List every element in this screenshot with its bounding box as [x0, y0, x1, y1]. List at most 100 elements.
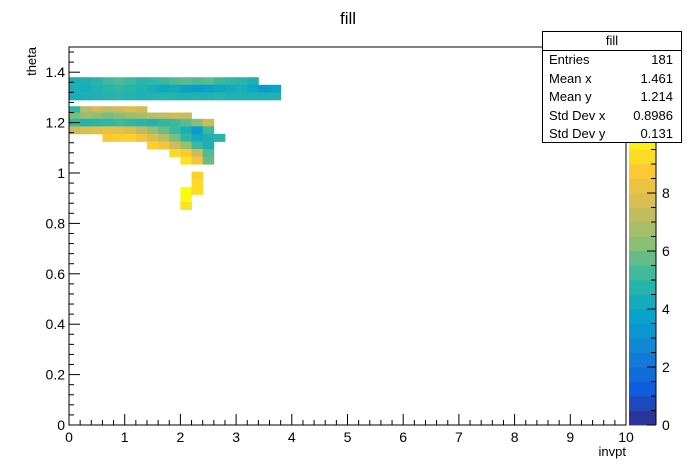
- x-tick-label: 1: [121, 429, 129, 445]
- heatmap-cell: [180, 186, 192, 195]
- colorbar-tick-label: 2: [662, 359, 670, 375]
- heatmap-cell: [69, 126, 81, 135]
- colorbar-segment: [629, 251, 656, 266]
- heatmap-cell: [158, 141, 170, 150]
- colorbar-segment: [629, 323, 656, 339]
- colorbar-segment: [629, 352, 656, 368]
- heatmap-cell: [202, 126, 215, 135]
- heatmap-cell: [191, 84, 204, 93]
- heatmap-cell: [158, 92, 170, 101]
- heatmap-cell: [180, 84, 192, 93]
- chart-title: fill: [340, 9, 356, 28]
- y-tick-label: 0.6: [46, 266, 66, 282]
- heatmap-cell: [191, 171, 204, 180]
- heatmap-cell: [102, 84, 114, 93]
- heatmap-cell: [124, 118, 137, 127]
- heatmap-cell: [224, 77, 237, 86]
- heatmap-cell: [113, 133, 126, 142]
- stats-row-mean-x: Mean x 1.461: [543, 70, 681, 89]
- stats-label: Entries: [549, 52, 590, 67]
- y-tick-label: 0.4: [46, 316, 66, 332]
- x-tick-label: 6: [399, 429, 407, 445]
- colorbar-tick-label: 0: [662, 417, 670, 433]
- heatmap-cell: [80, 77, 92, 86]
- heatmap-cell: [102, 92, 114, 101]
- stats-label: Std Dev x: [549, 107, 606, 123]
- heatmap-cell: [169, 126, 181, 135]
- heatmap-cell: [224, 92, 237, 101]
- heatmap-cell: [180, 149, 192, 158]
- heatmap-cell: [191, 186, 204, 195]
- heatmap-cell: [135, 112, 148, 121]
- heatmap-cell: [169, 141, 181, 150]
- stats-label: Mean x: [549, 70, 592, 86]
- heatmap-cell: [124, 77, 137, 86]
- stats-row-std-dev-y: Std Dev y 0.131: [543, 125, 681, 144]
- colorbar-tick-label: 4: [662, 301, 670, 317]
- stats-title: fill: [543, 32, 681, 51]
- heatmap-cell: [113, 84, 126, 93]
- heatmap-cell: [202, 149, 215, 158]
- heatmap-cell: [91, 92, 103, 101]
- heatmap-cells: [69, 77, 282, 210]
- heatmap-cell: [202, 118, 215, 127]
- heatmap-cell: [180, 141, 192, 150]
- heatmap-cell: [124, 126, 137, 135]
- x-tick-label: 0: [65, 429, 73, 445]
- heatmap-cell: [158, 77, 170, 86]
- heatmap-cell: [135, 106, 148, 115]
- heatmap-cell: [191, 156, 204, 165]
- y-tick-label: 1.2: [46, 115, 66, 131]
- heatmap-cell: [213, 133, 226, 142]
- colorbar-segment: [629, 164, 656, 179]
- heatmap-cell: [146, 84, 159, 93]
- heatmap-cell: [146, 77, 159, 86]
- colorbar-segment: [629, 280, 656, 295]
- heatmap-cell: [224, 84, 237, 93]
- heatmap-cell: [146, 92, 159, 101]
- heatmap-cell: [180, 194, 192, 203]
- heatmap-cell: [169, 118, 181, 127]
- heatmap-cell: [258, 92, 270, 101]
- heatmap-cell: [180, 126, 192, 135]
- colorbar-tick-label: 8: [662, 185, 670, 201]
- heatmap-cell: [80, 106, 92, 115]
- stats-label: Std Dev y: [549, 126, 606, 141]
- heatmap-cell: [91, 77, 103, 86]
- heatmap-cell: [158, 84, 170, 93]
- heatmap-cell: [102, 77, 114, 86]
- heatmap-cell: [213, 92, 226, 101]
- heatmap-cell: [158, 112, 170, 121]
- heatmap-cell: [124, 106, 137, 115]
- heatmap-cell: [158, 118, 170, 127]
- colorbar-segment: [629, 207, 656, 223]
- heatmap-cell: [202, 77, 215, 86]
- x-tick-label: 8: [511, 429, 519, 445]
- heatmap-cell: [236, 92, 248, 101]
- colorbar-segment: [629, 149, 656, 165]
- y-axis-title: theta: [24, 46, 39, 76]
- heatmap-cell: [80, 118, 92, 127]
- heatmap-cell: [258, 84, 270, 93]
- heatmap-cell: [124, 133, 137, 142]
- heatmap-cell: [169, 77, 181, 86]
- heatmap-cell: [180, 118, 192, 127]
- heatmap-cell: [69, 92, 81, 101]
- colorbar-segment: [629, 265, 656, 281]
- stats-row-entries: Entries 181: [543, 51, 681, 70]
- heatmap-cell: [102, 118, 114, 127]
- colorbar-segment: [629, 193, 656, 208]
- heatmap-cell: [202, 92, 215, 101]
- heatmap-cell: [169, 149, 181, 158]
- heatmap-cell: [69, 84, 81, 93]
- heatmap-cell: [124, 84, 137, 93]
- colorbar-segment: [629, 236, 656, 252]
- x-tick-label: 3: [232, 429, 240, 445]
- heatmap-cell: [180, 156, 192, 165]
- heatmap-cell: [146, 112, 159, 121]
- stats-box: fill Entries 181 Mean x 1.461 Mean y 1.2…: [542, 31, 682, 143]
- x-tick-label: 5: [344, 429, 352, 445]
- y-tick-label: 0.8: [46, 215, 66, 231]
- heatmap-cell: [269, 92, 282, 101]
